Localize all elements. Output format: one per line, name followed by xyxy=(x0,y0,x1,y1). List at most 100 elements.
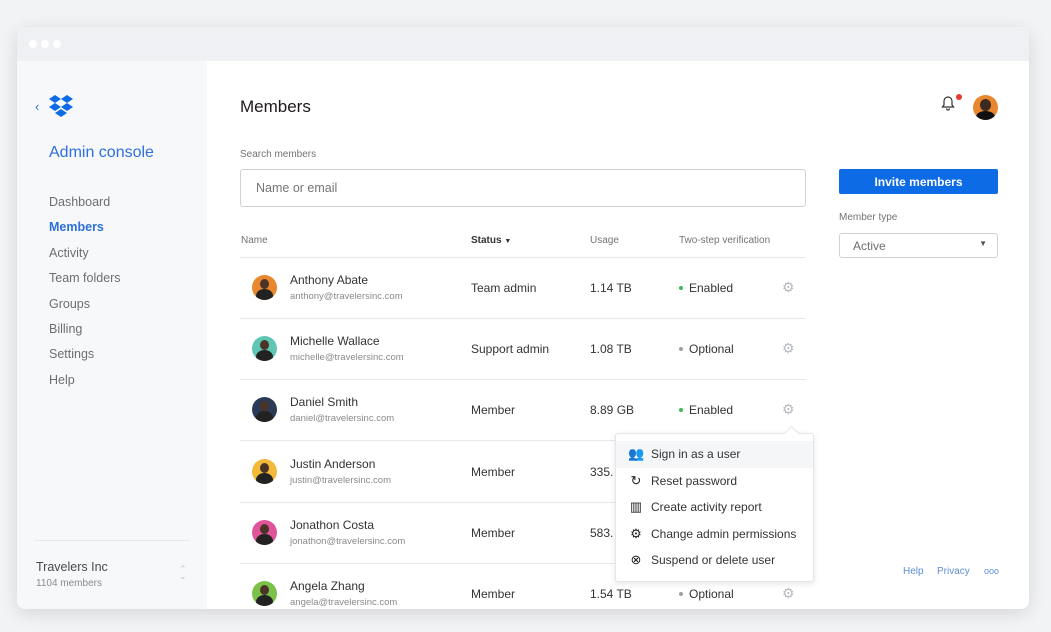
two-step-status: Enabled xyxy=(679,403,733,417)
member-email: justin@travelersinc.com xyxy=(290,474,391,486)
table-row[interactable]: Justin Anderson justin@travelersinc.com … xyxy=(240,441,806,502)
team-member-count: 1104 members xyxy=(36,578,102,589)
sidebar-item-members[interactable]: Members xyxy=(49,220,104,235)
member-name[interactable]: Jonathon Costa xyxy=(290,517,375,532)
member-status: Member xyxy=(471,464,516,479)
member-name[interactable]: Justin Anderson xyxy=(290,456,376,471)
member-name[interactable]: Anthony Abate xyxy=(290,273,369,287)
search-input[interactable] xyxy=(240,169,806,207)
dropbox-logo-icon[interactable] xyxy=(48,95,74,119)
x-circle-icon: ⊗ xyxy=(630,552,642,568)
table-row[interactable]: Michelle Wallace michelle@travelersinc.c… xyxy=(240,318,806,379)
menu-item-sign-in-as-user[interactable]: 👥 Sign in as a user xyxy=(616,441,813,468)
member-context-menu: 👥 Sign in as a user ↻ Reset password ▥ Crea… xyxy=(615,433,814,582)
member-email: daniel@travelersinc.com xyxy=(290,413,395,425)
gear-icon: ⚙ xyxy=(630,525,642,541)
member-name[interactable]: Angela Zhang xyxy=(290,579,365,593)
privacy-link[interactable]: Privacy xyxy=(937,566,970,577)
title-bar xyxy=(17,27,1029,61)
avatar xyxy=(252,336,277,362)
two-step-text: Optional xyxy=(689,342,734,357)
notification-dot xyxy=(956,94,962,100)
sidebar-item-settings[interactable]: Settings xyxy=(49,347,95,362)
divider xyxy=(35,540,189,541)
window-dot[interactable] xyxy=(41,40,49,48)
two-step-status: Optional xyxy=(679,342,734,356)
avatar xyxy=(252,519,277,545)
sidebar-item-dashboard[interactable]: Dashboard xyxy=(49,195,111,209)
table-row[interactable]: Daniel Smith daniel@travelersinc.com Mem… xyxy=(240,379,806,440)
table-row[interactable]: Angela Zhang angela@travelersinc.com Mem… xyxy=(240,563,806,609)
member-type-label: Member type xyxy=(839,212,898,223)
sidebar-item-activity[interactable]: Activity xyxy=(49,245,89,260)
status-dot xyxy=(679,285,683,290)
gear-icon[interactable]: ⚙ xyxy=(782,585,795,601)
two-step-status: Enabled xyxy=(679,281,733,295)
sidebar-item-team-folders[interactable]: Team folders xyxy=(49,271,121,286)
member-usage: 583. xyxy=(590,525,614,540)
gear-icon[interactable]: ⚙ xyxy=(782,401,795,418)
sidebar: ‹ Admin console Dashboard Members Activi… xyxy=(17,61,207,609)
member-status: Support admin xyxy=(471,342,550,357)
team-switcher-icon[interactable]: ⌃ ⌄ xyxy=(179,564,187,581)
page-title: Members xyxy=(240,97,311,116)
chevron-left-icon[interactable]: ‹ xyxy=(35,99,40,114)
status-dot xyxy=(679,591,683,596)
member-name[interactable]: Michelle Wallace xyxy=(290,334,380,349)
member-email: angela@travelersinc.com xyxy=(290,597,398,608)
more-options-link[interactable]: ooo xyxy=(984,566,1000,576)
menu-item-label: Sign in as a user xyxy=(651,447,741,461)
menu-item-create-activity-report[interactable]: ▥ Create activity report xyxy=(616,494,813,521)
gear-icon[interactable]: ⚙ xyxy=(782,279,795,295)
menu-item-change-admin-permissions[interactable]: ⚙ Change admin permissions xyxy=(616,521,813,548)
member-name[interactable]: Daniel Smith xyxy=(290,395,359,410)
member-usage: 8.89 GB xyxy=(590,403,635,418)
menu-item-label: Create activity report xyxy=(651,500,762,515)
app-window: ‹ Admin console Dashboard Members Activi… xyxy=(17,27,1029,609)
table-row[interactable]: Anthony Abate anthony@travelersinc.com T… xyxy=(240,257,806,318)
window-dot[interactable] xyxy=(53,40,61,48)
sidebar-nav: Dashboard Members Activity Team folders … xyxy=(49,194,121,397)
window-dot[interactable] xyxy=(29,40,37,48)
column-header-usage[interactable]: Usage xyxy=(590,235,619,246)
menu-item-label: Suspend or delete user xyxy=(651,553,776,568)
menu-item-reset-password[interactable]: ↻ Reset password xyxy=(616,468,813,495)
sort-caret-icon: ▼ xyxy=(504,238,512,245)
divider xyxy=(240,562,806,564)
member-usage: 335. xyxy=(590,464,614,479)
bell-icon[interactable] xyxy=(940,95,956,111)
divider xyxy=(240,440,806,442)
column-header-status[interactable]: Status ▼ xyxy=(471,235,511,246)
status-header-label: Status xyxy=(471,235,502,246)
report-icon: ▥ xyxy=(629,499,643,515)
member-email: michelle@travelersinc.com xyxy=(290,352,404,364)
refresh-icon: ↻ xyxy=(630,472,642,488)
invite-members-button[interactable]: Invite members xyxy=(839,169,998,194)
column-header-two-step[interactable]: Two-step verification xyxy=(679,235,771,246)
status-dot xyxy=(679,347,683,352)
search-label: Search members xyxy=(240,149,317,160)
member-status: Member xyxy=(471,525,516,540)
member-status: Team admin xyxy=(471,281,537,295)
menu-item-label: Reset password xyxy=(651,473,738,488)
sidebar-item-groups[interactable]: Groups xyxy=(49,296,90,311)
team-name[interactable]: Travelers Inc xyxy=(36,560,108,574)
avatar xyxy=(252,397,277,423)
divider xyxy=(240,501,806,503)
menu-item-suspend-delete-user[interactable]: ⊗ Suspend or delete user xyxy=(616,547,813,574)
column-header-name[interactable]: Name xyxy=(241,235,268,246)
member-type-select[interactable]: Active ▼ xyxy=(839,233,998,258)
table-row[interactable]: Jonathon Costa jonathon@travelersinc.com… xyxy=(240,502,806,563)
sidebar-item-billing[interactable]: Billing xyxy=(49,321,83,336)
admin-console-title: Admin console xyxy=(49,144,154,161)
member-usage: 1.14 TB xyxy=(590,281,632,295)
avatar xyxy=(252,458,277,484)
sidebar-item-help[interactable]: Help xyxy=(49,372,75,387)
help-link[interactable]: Help xyxy=(903,566,924,577)
user-avatar[interactable] xyxy=(973,95,998,120)
member-usage: 1.54 TB xyxy=(590,587,632,601)
avatar xyxy=(252,275,277,300)
divider xyxy=(240,318,806,319)
main-content: Members Search members Name Status ▼ Usa… xyxy=(207,61,1029,609)
gear-icon[interactable]: ⚙ xyxy=(782,340,795,357)
